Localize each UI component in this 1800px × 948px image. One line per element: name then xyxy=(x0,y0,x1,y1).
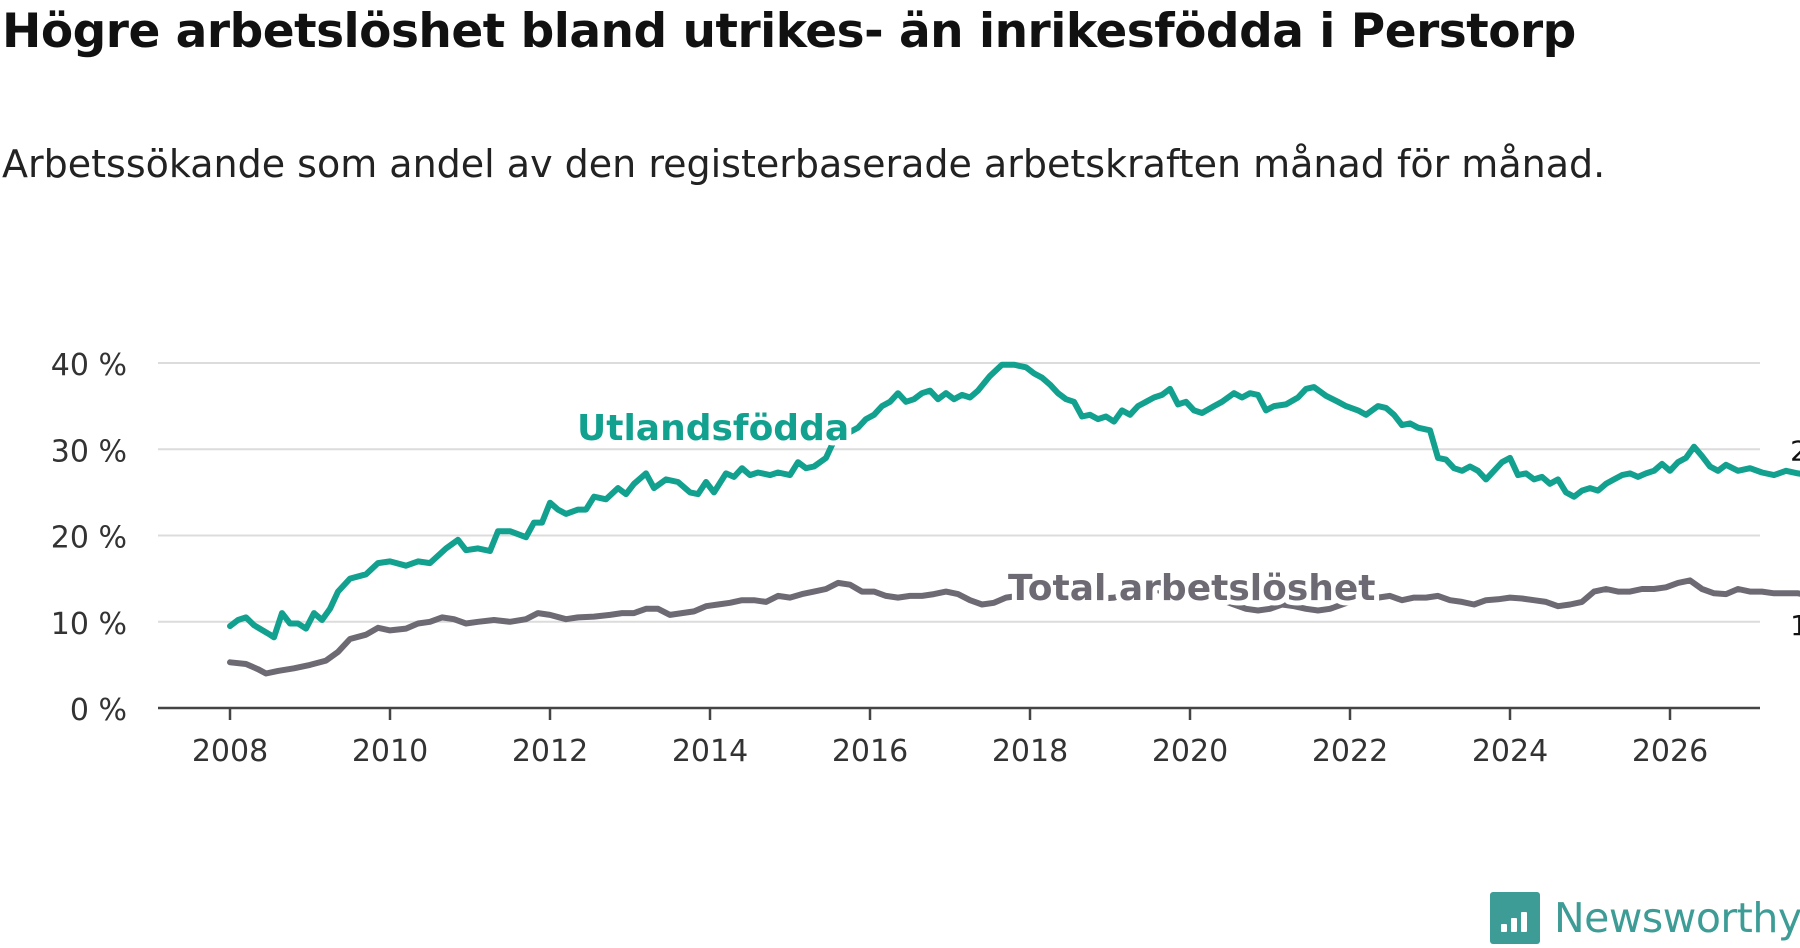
y-tick-label: 0 % xyxy=(70,693,127,728)
total-line xyxy=(227,577,1800,677)
gridlines xyxy=(158,362,1760,710)
chart-subtitle: Arbetssökande som andel av den registerb… xyxy=(2,142,1606,186)
x-tick-label: 2022 xyxy=(1312,734,1388,769)
series-labels: Utlandsfödda Total arbetslöshet 26,7 % 13,1… xyxy=(572,403,1800,647)
newsworthy-logo[interactable]: Newsworthy xyxy=(1490,888,1800,948)
foreign-end-label: 26,7 % xyxy=(1790,435,1800,468)
y-tick-label: 30 % xyxy=(51,434,127,469)
logo-text: Newsworthy xyxy=(1554,894,1800,942)
y-tick-label: 10 % xyxy=(51,607,127,642)
y-axis-ticks: 0 % 10 % 20 % 30 % 40 % xyxy=(51,348,127,728)
x-tick-label: 2024 xyxy=(1472,734,1548,769)
x-tick-label: 2018 xyxy=(992,734,1068,769)
logo-chart-icon xyxy=(1490,892,1540,944)
x-tick-label: 2014 xyxy=(672,734,748,769)
total-end-label: 13,1 % xyxy=(1790,609,1800,642)
y-tick-label: 40 % xyxy=(51,348,127,383)
series-total xyxy=(227,577,1800,677)
chart-title: Högre arbetslöshet bland utrikes- än inr… xyxy=(2,4,1576,59)
foreign-line xyxy=(227,361,1800,641)
x-tick-label: 2026 xyxy=(1632,734,1708,769)
x-axis-ticks: 2008 2010 2012 2014 2016 2018 2020 2022 2024 2026 xyxy=(192,708,1708,769)
total-series-label: Total arbetslöshet xyxy=(1008,568,1376,609)
x-tick-label: 2020 xyxy=(1152,734,1228,769)
foreign-series-label: Utlandsfödda xyxy=(577,408,849,449)
y-tick-label: 20 % xyxy=(51,521,127,556)
x-tick-label: 2016 xyxy=(832,734,908,769)
x-tick-label: 2008 xyxy=(192,734,268,769)
x-tick-label: 2012 xyxy=(512,734,588,769)
series-foreign xyxy=(227,361,1800,641)
x-tick-label: 2010 xyxy=(352,734,428,769)
